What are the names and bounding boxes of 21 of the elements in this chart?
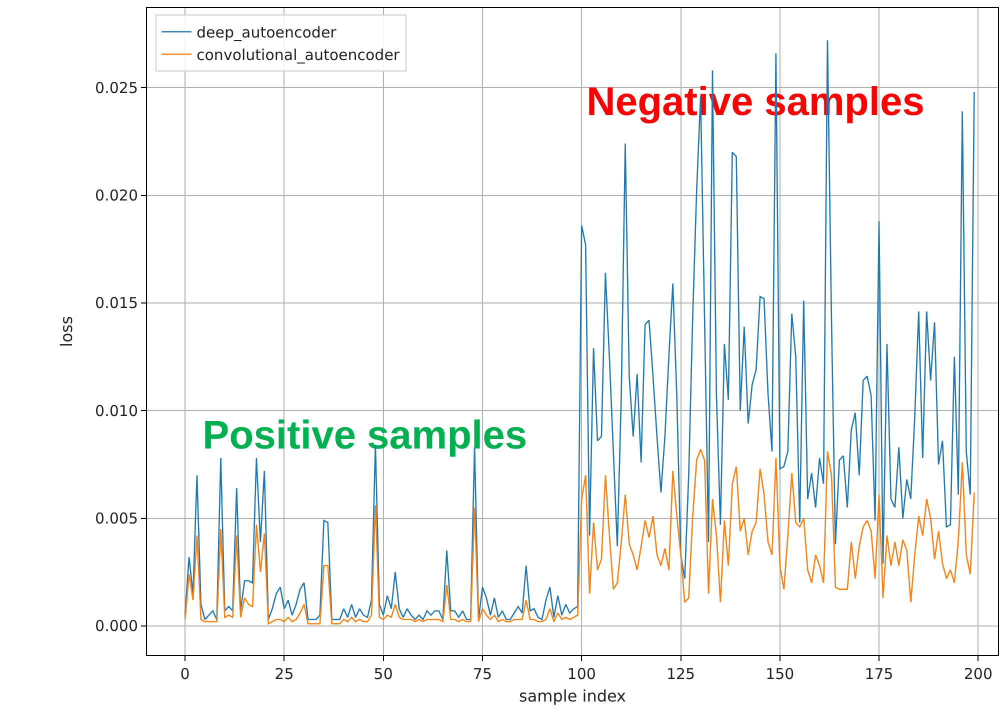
y-tick-label: 0.005 <box>95 510 138 528</box>
x-tick-label: 75 <box>472 665 492 683</box>
y-tick-label: 0.020 <box>95 186 138 205</box>
x-axis-title: sample index <box>518 686 626 706</box>
x-tick-label: 50 <box>374 665 393 683</box>
x-tick-label: 25 <box>274 665 294 683</box>
y-tick-label: 0.000 <box>95 617 138 636</box>
legend-label: deep_autoencoder <box>196 24 338 42</box>
x-tick-label: 150 <box>766 665 794 683</box>
x-tick-label: 0 <box>180 665 190 683</box>
annotation: Positive samples <box>202 413 528 458</box>
line-series <box>184 40 975 620</box>
x-tick-label: 175 <box>864 665 894 683</box>
x-tick-label: 100 <box>567 665 596 683</box>
y-tick-label: 0.015 <box>95 294 138 312</box>
x-tick-label: 200 <box>964 665 992 683</box>
y-axis-title: loss <box>56 316 76 347</box>
y-tick-label: 0.010 <box>95 402 138 420</box>
y-tick-label: 0.025 <box>95 78 138 97</box>
legend-label: convolutional_autoencoder <box>196 46 400 64</box>
x-tick-label: 125 <box>666 665 696 683</box>
